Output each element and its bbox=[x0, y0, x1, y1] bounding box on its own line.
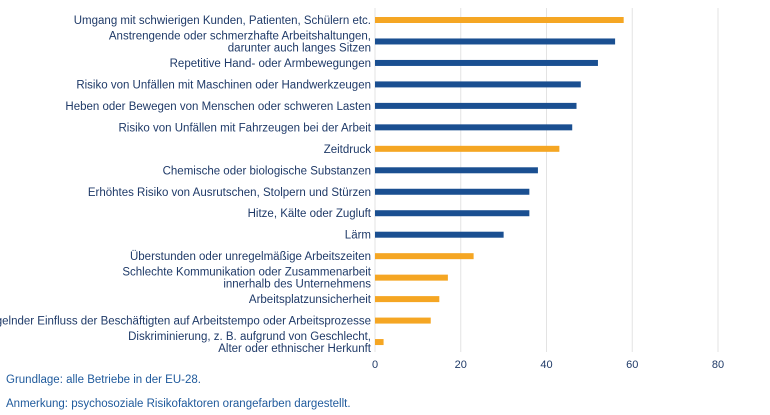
bar-chart: 0 20 40 60 80 Umgang mit schwierigen Kunden, … bbox=[0, 8, 724, 371]
category-label: Risiko von Unfällen mit Fahrzeugen bei d… bbox=[119, 122, 372, 134]
bar bbox=[375, 167, 538, 174]
category-label: Risiko von Unfällen mit Maschinen oder H… bbox=[76, 79, 371, 91]
bar bbox=[375, 38, 616, 45]
bar bbox=[375, 188, 530, 195]
bar bbox=[375, 17, 624, 23]
category-label: Repetitive Hand- oder Armbewegungen bbox=[170, 58, 371, 70]
bar bbox=[375, 317, 431, 324]
bar bbox=[375, 102, 577, 109]
bar bbox=[375, 210, 530, 217]
category-label: Zeitdruck bbox=[324, 144, 372, 156]
bar bbox=[375, 145, 560, 152]
basis-note: Grundlage: alle Betriebe in der EU-28. bbox=[6, 374, 201, 386]
category-label: Mangelnder Einfluss der Beschäftigten au… bbox=[0, 316, 371, 328]
category-label: Umgang mit schwierigen Kunden, Patienten… bbox=[74, 15, 371, 27]
category-label: Überstunden oder unregelmäßige Arbeitsze… bbox=[130, 251, 371, 263]
remark-note: Anmerkung: psychosoziale Risikofaktoren … bbox=[6, 398, 351, 410]
bar bbox=[375, 253, 474, 260]
category-label: Arbeitsplatzunsicherheit bbox=[249, 294, 372, 306]
x-tick-label: 40 bbox=[540, 359, 552, 371]
bar bbox=[375, 81, 581, 88]
bar bbox=[375, 231, 504, 238]
category-label: Diskriminierung, z. B. aufgrund von Gesc… bbox=[128, 331, 372, 355]
x-tick-label: 20 bbox=[455, 359, 467, 371]
bar bbox=[375, 59, 598, 66]
category-label: Anstrengende oder schmerzhafte Arbeitsha… bbox=[109, 30, 371, 54]
x-tick-label: 0 bbox=[372, 359, 378, 371]
bar bbox=[375, 124, 573, 131]
category-label: Chemische oder biologische Substanzen bbox=[163, 165, 371, 177]
category-label: Lärm bbox=[345, 230, 371, 242]
category-label: Heben oder Bewegen von Menschen oder sch… bbox=[65, 101, 371, 113]
category-label: Hitze, Kälte oder Zugluft bbox=[248, 208, 372, 220]
category-label: Schlechte Kommunikation oder Zusammenarb… bbox=[122, 267, 371, 291]
bar bbox=[375, 339, 384, 346]
category-label: Erhöhtes Risiko von Ausrutschen, Stolper… bbox=[88, 187, 371, 199]
bar bbox=[375, 296, 440, 303]
bar bbox=[375, 274, 448, 281]
x-tick-label: 60 bbox=[626, 359, 638, 371]
x-tick-label: 80 bbox=[712, 359, 724, 371]
